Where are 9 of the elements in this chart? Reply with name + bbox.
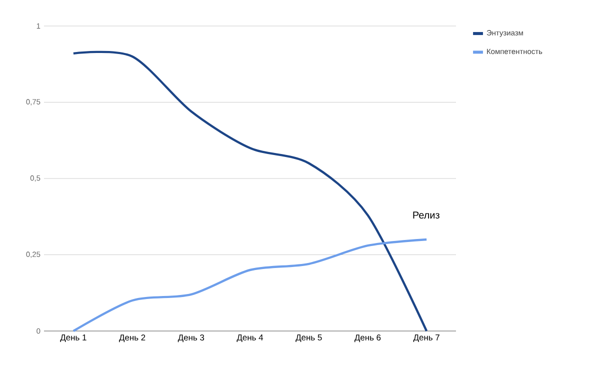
line-series <box>72 238 428 332</box>
x-tick-label: День 7 <box>413 334 440 342</box>
x-tick-label: День 3 <box>178 334 204 342</box>
annotation: Релиз <box>413 212 440 219</box>
x-tick-label: День 1 <box>60 334 86 342</box>
x-tick-label: День 2 <box>119 334 146 342</box>
x-tick-label: День 5 <box>296 334 322 342</box>
x-tick-label: День 4 <box>236 334 264 342</box>
x-tick-label: День 6 <box>354 334 381 342</box>
